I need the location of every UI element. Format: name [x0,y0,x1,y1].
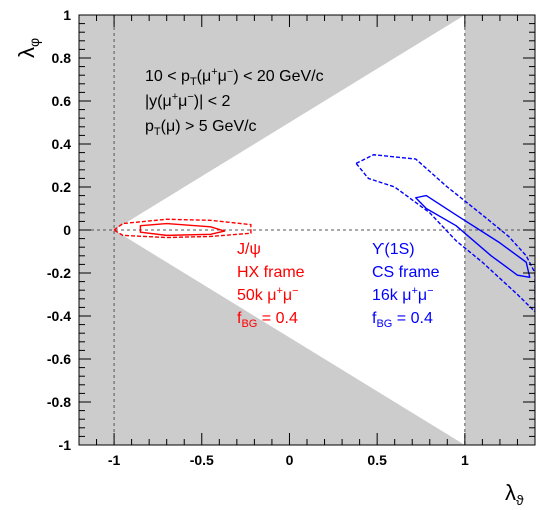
jpsi-label-line: fBG = 0.4 [237,310,298,330]
y-tick-label: -1 [59,437,72,453]
upsilon-label-line: CS frame [372,264,440,281]
x-axis-title: λϑ [505,480,524,508]
y-tick-label: -0.8 [47,394,71,410]
jpsi-contour-solid [139,222,226,237]
x-tick-label: 0 [286,452,294,468]
kinematic-cuts-line: |y(μ+μ−)| < 2 [145,91,231,110]
jpsi-contour-dashed [113,218,252,239]
x-tick-label: 0.5 [367,452,387,468]
x-tick-label: 1 [461,452,469,468]
upsilon-label-line: ϒ(1S) [372,241,415,258]
y-tick-label: 0.8 [52,50,72,66]
y-tick-label: -0.6 [47,351,71,367]
y-tick-label: 0.6 [52,93,72,109]
jpsi-label-line: 50k μ+μ− [237,285,299,304]
y-tick-label: 0 [63,222,71,238]
y-tick-label: 0.4 [52,136,72,152]
x-tick-label: -1 [108,452,121,468]
upsilon-contour-dashed [355,154,535,313]
upsilon-contour-solid [415,194,531,278]
kinematic-cuts-line: pT(μ) > 5 GeV/c [145,118,257,138]
upsilon-label-line: 16k μ+μ− [372,285,434,304]
x-tick-label: -0.5 [190,452,214,468]
y-tick-label: -0.2 [47,265,71,281]
jpsi-label-line: HX frame [237,264,305,281]
kinematic-cuts-line: 10 < pT(μ+μ−) < 20 GeV/c [145,66,324,88]
y-tick-label: -0.4 [47,308,71,324]
y-axis-title: λφ [14,38,42,58]
y-tick-label: 1 [63,7,71,23]
jpsi-label-line: J/ψ [237,241,261,258]
upsilon-label-line: fBG = 0.4 [372,310,433,330]
y-tick-label: 0.2 [52,179,72,195]
